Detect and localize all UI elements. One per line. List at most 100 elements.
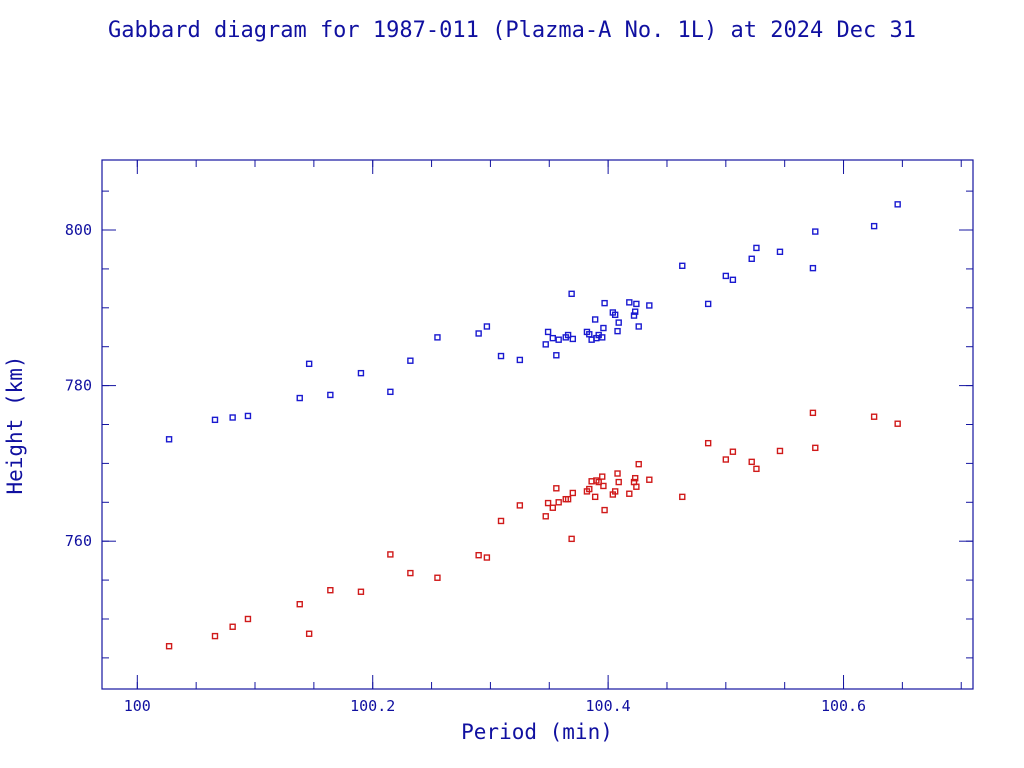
- y-tick-label: 760: [65, 532, 92, 550]
- perigee-point: [704, 439, 712, 447]
- perigee-point: [305, 630, 313, 637]
- apogee-point: [599, 334, 606, 341]
- perigee-point: [568, 535, 575, 543]
- perigee-point: [516, 502, 524, 509]
- chart-title: Gabbard diagram for 1987-011 (Plazma-A N…: [108, 18, 916, 43]
- perigee-point: [679, 493, 686, 501]
- apogee-point: [776, 248, 784, 255]
- perigee-point: [387, 551, 394, 558]
- perigee-point: [812, 444, 819, 452]
- perigee-point: [591, 493, 599, 501]
- x-tick-label: 100.6: [821, 697, 866, 715]
- apogee-point: [357, 369, 365, 377]
- apogee-point: [544, 328, 552, 336]
- perigee-point: [542, 513, 549, 520]
- apogee-point: [870, 222, 878, 230]
- perigee-point: [475, 551, 482, 559]
- perigee-point: [601, 506, 608, 514]
- perigee-point: [722, 456, 730, 463]
- perigee-point: [599, 473, 606, 480]
- perigee-point: [544, 499, 552, 507]
- tick-labels: 100 100.2 100.4 100.6 760 780 800: [65, 221, 866, 715]
- perigee-point: [809, 409, 817, 417]
- y-tick-label: 800: [65, 221, 92, 239]
- apogee-point: [564, 331, 572, 339]
- perigee-point: [296, 601, 303, 608]
- perigee-point: [615, 478, 622, 486]
- apogee-point: [483, 323, 491, 330]
- apogee-point: [211, 416, 219, 424]
- apogee-point: [244, 412, 252, 420]
- apogee-point: [679, 262, 686, 269]
- perigee-point: [229, 623, 236, 630]
- perigee-point: [549, 504, 557, 511]
- plot-frame: [101, 159, 974, 690]
- perigee-point: [614, 470, 621, 477]
- apogee-point: [630, 312, 638, 319]
- apogee-point: [809, 264, 817, 272]
- perigee-point: [631, 474, 639, 482]
- perigee-point: [646, 476, 653, 483]
- apogee-point: [555, 336, 562, 343]
- apogee-point: [611, 311, 619, 319]
- apogee-point: [569, 335, 577, 343]
- apogee-point: [434, 334, 441, 341]
- apogee-point: [475, 330, 482, 337]
- perigee-point: [600, 482, 607, 490]
- apogee-point: [591, 316, 599, 323]
- perigee-point: [244, 615, 252, 623]
- apogee-point: [327, 391, 334, 399]
- perigee-point: [729, 448, 737, 455]
- perigee-point: [497, 517, 505, 525]
- apogee-point: [305, 360, 313, 368]
- apogee-point: [633, 300, 640, 308]
- apogee-point: [635, 323, 642, 330]
- apogee-point: [615, 319, 622, 326]
- apogee-point: [497, 352, 505, 360]
- perigee-point: [564, 495, 572, 503]
- apogee-point: [729, 276, 737, 284]
- perigee-point: [211, 632, 219, 640]
- apogee-point: [646, 302, 653, 309]
- perigee-point: [633, 483, 640, 490]
- x-tick-label: 100.4: [586, 697, 631, 715]
- apogee-point: [704, 300, 712, 308]
- perigee-point: [483, 554, 491, 561]
- apogee-point: [812, 228, 819, 235]
- apogee-point: [748, 255, 755, 262]
- perigee-point: [165, 643, 173, 650]
- apogee-point: [516, 356, 524, 364]
- apogee-point: [165, 436, 173, 443]
- apogee-point: [553, 352, 560, 359]
- apogee-point: [387, 388, 394, 396]
- perigee-point: [555, 499, 562, 506]
- perigee-point: [407, 569, 414, 577]
- x-tick-label: 100: [124, 697, 151, 715]
- perigee-point: [753, 465, 760, 473]
- y-axis-label: Height (km): [3, 355, 27, 494]
- perigee-point: [569, 489, 577, 497]
- x-axis-label: Period (min): [461, 720, 613, 744]
- apogee-point: [229, 414, 236, 421]
- x-tick-label: 100.2: [350, 697, 395, 715]
- perigee-point: [748, 458, 755, 466]
- apogee-point: [542, 341, 549, 348]
- data-points: [165, 201, 901, 650]
- perigee-point: [586, 485, 593, 493]
- apogee-point: [601, 299, 608, 307]
- perigee-point: [434, 574, 441, 581]
- perigee-point: [553, 485, 560, 492]
- apogee-point: [614, 327, 621, 335]
- apogee-point: [722, 272, 730, 280]
- perigee-point: [635, 460, 642, 468]
- y-tick-label: 780: [65, 377, 92, 395]
- apogee-point: [549, 334, 557, 342]
- apogee-point: [753, 244, 760, 252]
- perigee-point: [776, 447, 784, 455]
- apogee-point: [568, 290, 575, 298]
- apogee-point: [407, 357, 414, 364]
- apogee-point: [626, 299, 633, 306]
- apogee-point: [631, 308, 639, 315]
- perigee-point: [595, 478, 602, 486]
